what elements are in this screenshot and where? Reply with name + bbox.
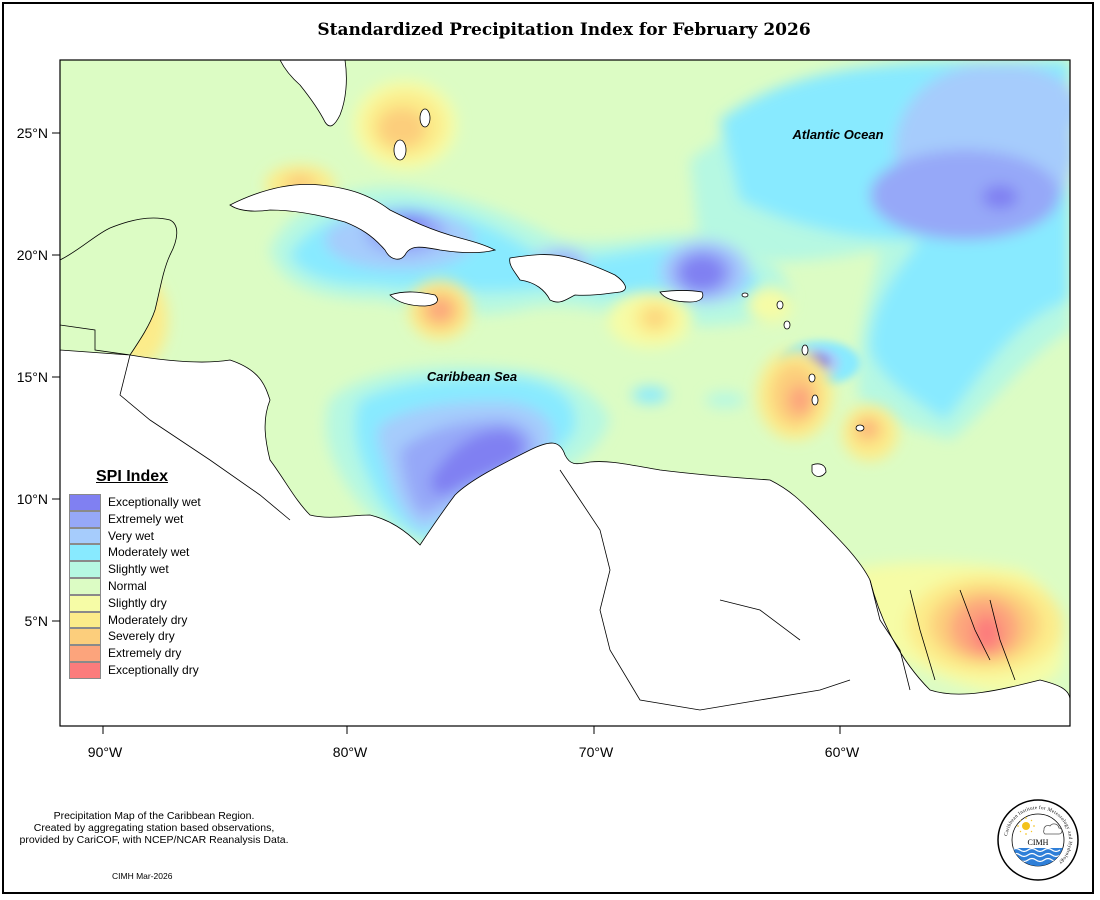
legend-item: Moderately dry	[68, 611, 228, 629]
y-tick-label: 20°N	[17, 247, 48, 263]
map-credit: CIMH Mar-2026	[112, 871, 173, 881]
legend-label: Extremely dry	[108, 646, 182, 661]
legend-swatch	[69, 510, 101, 528]
y-tick-label: 15°N	[17, 369, 48, 385]
jamaica	[389, 291, 438, 307]
country-borders	[119, 354, 1016, 711]
logo-text: CIMH	[1028, 838, 1049, 847]
legend-item: Slightly wet	[68, 561, 228, 578]
legend-label: Very wet	[108, 528, 155, 543]
legend-swatch	[69, 661, 101, 679]
legend-label: Extremely wet	[108, 511, 184, 526]
caribbean-sea-label: Caribbean Sea	[427, 369, 517, 384]
legend-label: Slightly wet	[108, 562, 169, 577]
spi-shading	[60, 60, 1070, 726]
land-masses	[60, 60, 1070, 726]
legend-item: Extremely dry	[68, 645, 228, 662]
x-tick-label: 70°W	[579, 744, 614, 760]
legend-swatch	[69, 611, 101, 629]
cuba	[229, 184, 497, 260]
legend-title: SPI Index	[96, 468, 169, 485]
atlantic-ocean-label: Atlantic Ocean	[791, 127, 883, 142]
dry-zones	[112, 80, 1064, 694]
puerto-rico	[659, 290, 704, 303]
map-title: Standardized Precipitation Index for Feb…	[317, 20, 811, 40]
legend-item: Exceptionally dry	[68, 661, 228, 679]
x-tick-label: 90°W	[88, 744, 123, 760]
legend-item: Severely dry	[68, 628, 228, 646]
legend-label: Moderately wet	[108, 545, 190, 560]
legend-label: Moderately dry	[108, 612, 188, 627]
map-border	[59, 59, 1071, 727]
cloud-icon	[1043, 823, 1063, 835]
legend-item: Very wet	[68, 527, 228, 545]
south-central-america	[60, 349, 1070, 726]
legend-label: Exceptionally wet	[108, 495, 201, 509]
legend-label: Exceptionally dry	[108, 662, 199, 677]
y-tick-label: 10°N	[17, 491, 48, 507]
legend-swatch	[69, 577, 101, 595]
footnote-line: Created by aggregating station based obs…	[33, 822, 275, 834]
x-tick-label: 80°W	[333, 744, 368, 760]
legend-swatch	[69, 544, 101, 562]
legend-swatch	[69, 527, 101, 545]
small-islands	[393, 108, 865, 432]
y-tick-label: 25°N	[17, 125, 48, 141]
legend-label: Normal	[108, 578, 147, 593]
atlantic-wet-zone	[690, 60, 1070, 440]
legend-item: Normal	[68, 577, 228, 595]
cimh-logo: CIMH Caribbean Institute for Meteorology…	[997, 799, 1079, 881]
trinidad	[811, 463, 827, 477]
sun-icon	[1017, 817, 1035, 835]
legend-item: Exceptionally wet	[68, 494, 228, 511]
legend-item: Slightly dry	[68, 594, 228, 612]
hispaniola	[509, 254, 626, 303]
y-tick-label: 5°N	[25, 613, 49, 629]
legend-swatch	[69, 594, 101, 612]
tick-marks	[52, 132, 841, 734]
legend-item: Moderately wet	[68, 544, 228, 562]
yucatan	[60, 217, 178, 356]
legend-swatch	[69, 645, 101, 662]
legend-label: Severely dry	[108, 629, 175, 644]
florida	[279, 60, 347, 127]
map-footnote: Precipitation Map of the Caribbean Regio…	[0, 810, 308, 846]
legend-swatch	[69, 561, 101, 578]
legend-items: Exceptionally wet Extremely wet Very wet…	[68, 494, 228, 679]
legend-item: Extremely wet	[68, 510, 228, 528]
legend-swatch	[69, 628, 101, 646]
footnote-line: provided by CariCOF, with NCEP/NCAR Rean…	[19, 834, 289, 846]
footnote-line: Precipitation Map of the Caribbean Regio…	[53, 810, 255, 822]
legend-swatch	[69, 494, 101, 511]
x-tick-label: 60°W	[825, 744, 860, 760]
legend-label: Slightly dry	[108, 595, 167, 610]
